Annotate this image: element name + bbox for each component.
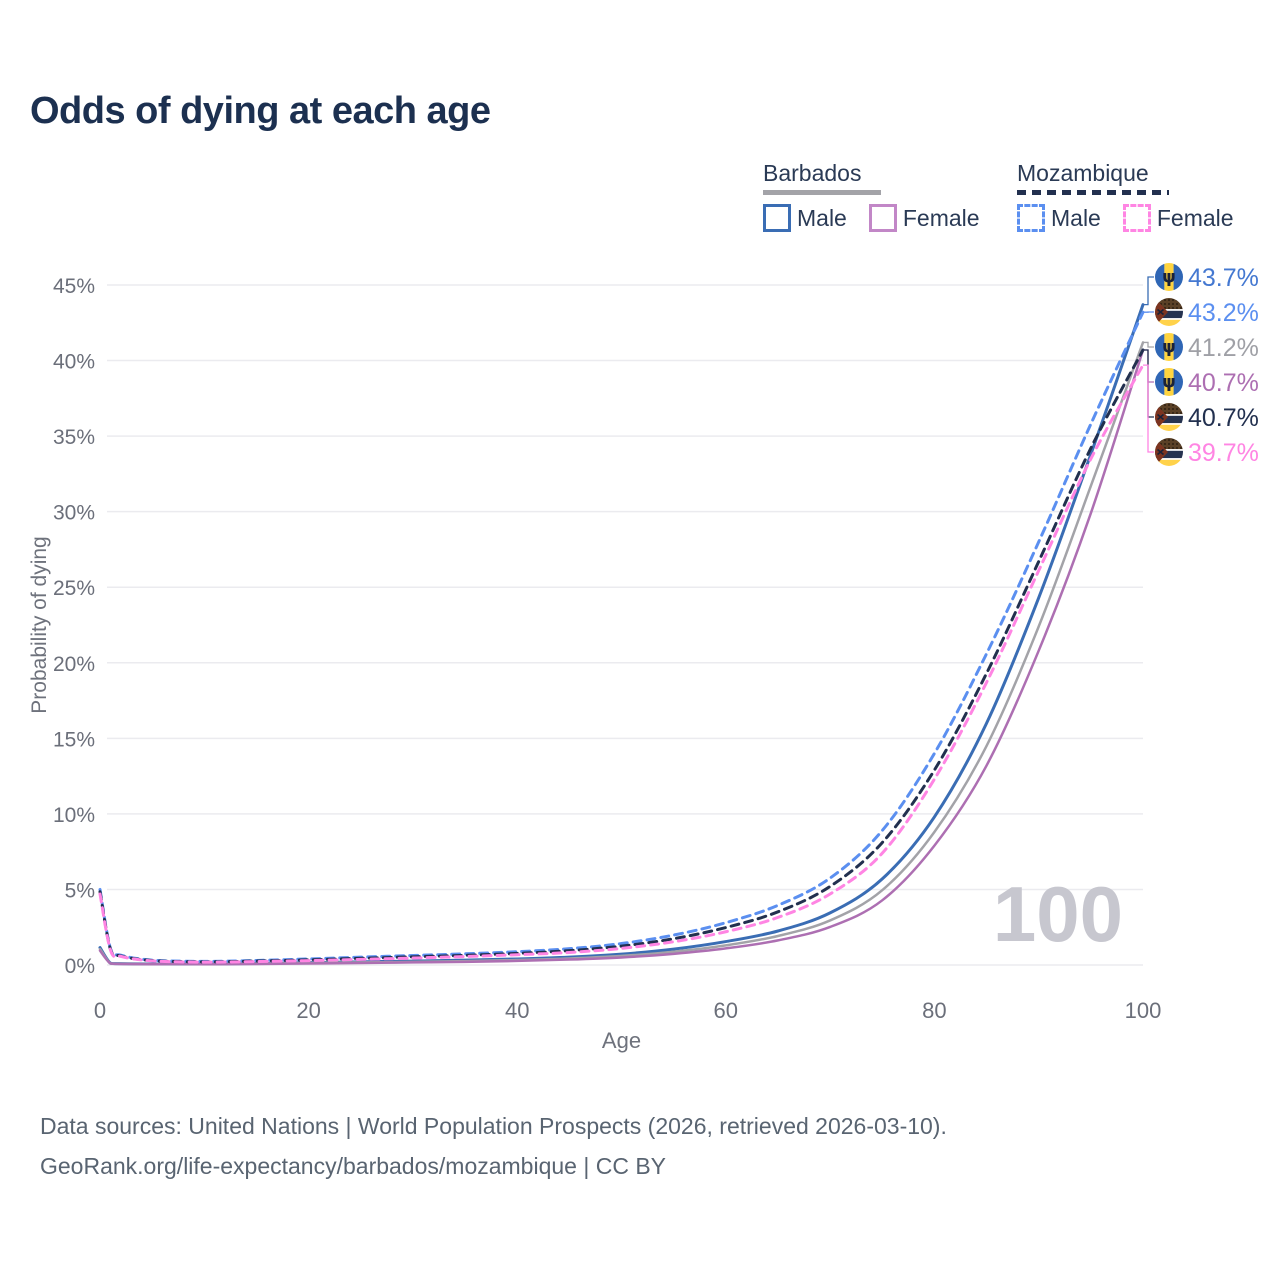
y-tick-label: 10% — [53, 804, 95, 827]
legend-group-mozambique: Mozambique Male Female — [1017, 160, 1234, 232]
legend-item-mozambique-female[interactable]: Female — [1122, 204, 1234, 232]
end-value-label-mozambique-female[interactable]: 39.7% — [1188, 439, 1259, 467]
gridlines — [107, 284, 1143, 966]
x-axis-title: Age — [602, 1028, 641, 1053]
legend-group-title: Barbados — [763, 160, 862, 186]
end-label-connector — [1143, 276, 1154, 306]
barbados-solid-line-sample — [763, 190, 881, 195]
legend: Barbados Male Female Mozambique Male — [0, 160, 1280, 240]
barbados-male-swatch-icon — [763, 204, 791, 232]
hover-age-watermark: 100 — [993, 870, 1123, 958]
end-value-label-mozambique-both[interactable]: 40.7% — [1188, 404, 1259, 432]
end-label-connector — [1143, 364, 1154, 453]
legend-group-title: Mozambique — [1017, 160, 1149, 186]
y-tick-label: 40% — [53, 351, 95, 374]
data-sources-line: Data sources: United Nations | World Pop… — [40, 1113, 947, 1139]
footer: Data sources: United Nations | World Pop… — [40, 1106, 947, 1186]
y-tick-label: 45% — [53, 275, 95, 298]
legend-group-barbados: Barbados Male Female — [763, 160, 980, 232]
legend-item-mozambique-male[interactable]: Male — [1017, 204, 1101, 232]
barbados-flag-icon — [1155, 368, 1183, 396]
end-value-label-barbados-male[interactable]: 43.7% — [1188, 264, 1259, 292]
y-axis-title: Probability of dying — [28, 536, 51, 713]
series-line-barbados-male[interactable] — [98, 303, 1145, 966]
x-tick-label: 40 — [505, 998, 529, 1023]
mozambique-dashed-line-sample — [1017, 190, 1169, 195]
end-value-label-barbados-both[interactable]: 41.2% — [1188, 334, 1259, 362]
y-tick-label: 5% — [65, 879, 95, 902]
series-line-barbados-female[interactable] — [98, 348, 1145, 966]
attribution-line: GeoRank.org/life-expectancy/barbados/moz… — [40, 1153, 667, 1179]
series-line-mozambique-male[interactable] — [98, 310, 1145, 963]
legend-item-label: Male — [1051, 204, 1101, 231]
y-tick-label: 20% — [53, 653, 95, 676]
mozambique-flag-icon — [1155, 438, 1183, 466]
legend-item-label: Male — [797, 204, 847, 231]
axes: 0% 5% 10% 15% 20% 25% 30% 35% 40% 45% 0 20 40 60 80 100… — [28, 275, 1161, 1053]
y-tick-label: 35% — [53, 426, 95, 449]
barbados-flag-icon — [1155, 333, 1183, 361]
x-tick-label: 60 — [714, 998, 738, 1023]
y-tick-label: 25% — [53, 577, 95, 600]
mozambique-flag-icon — [1155, 403, 1183, 431]
legend-item-label: Female — [1156, 204, 1234, 231]
chart-title: Odds of dying at each age — [30, 90, 491, 132]
y-tick-label: 30% — [53, 502, 95, 525]
end-label-connector — [1143, 341, 1154, 348]
mozambique-female-swatch-icon — [1122, 204, 1151, 232]
end-value-label-mozambique-male[interactable]: 43.2% — [1188, 299, 1259, 327]
legend-item-barbados-male[interactable]: Male — [763, 204, 847, 232]
x-tick-label: 80 — [922, 998, 946, 1023]
end-value-label-barbados-female[interactable]: 40.7% — [1188, 369, 1259, 397]
x-tick-label: 0 — [94, 998, 106, 1023]
series-line-mozambique-female[interactable] — [98, 363, 1145, 964]
x-tick-label: 100 — [1125, 998, 1162, 1023]
legend-item-barbados-female[interactable]: Female — [868, 204, 980, 232]
y-tick-label: 15% — [53, 728, 95, 751]
barbados-flag-icon — [1155, 263, 1183, 291]
x-tick-label: 20 — [296, 998, 320, 1023]
mozambique-male-swatch-icon — [1017, 204, 1045, 232]
barbados-female-swatch-icon — [868, 204, 897, 232]
mozambique-flag-icon — [1155, 298, 1183, 326]
y-tick-label: 0% — [65, 955, 95, 978]
legend-item-label: Female — [902, 204, 980, 231]
